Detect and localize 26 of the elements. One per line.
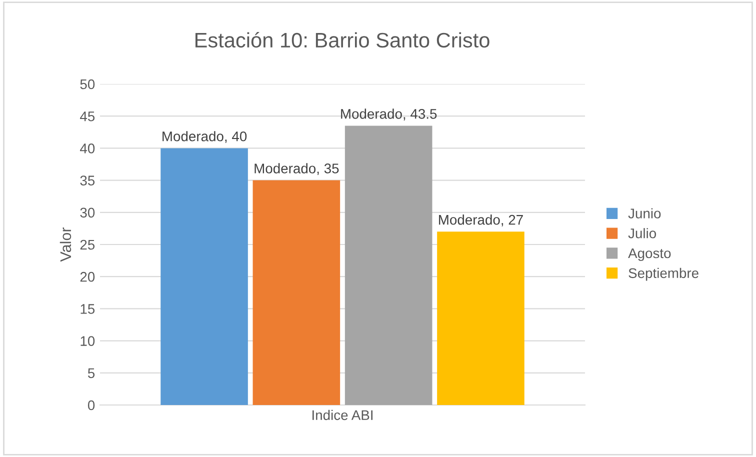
y-tick-label: 15 (80, 304, 95, 314)
data-label: Moderado, 35 (254, 163, 339, 176)
data-label: Moderado, 40 (162, 131, 247, 143)
y-tick-label: 35 (80, 176, 95, 186)
y-tick-label: 25 (80, 240, 95, 250)
legend-label: Septiembre (628, 268, 698, 281)
legend-label: Agosto (628, 248, 671, 261)
legend-label: Junio (628, 208, 661, 218)
bar (437, 232, 524, 405)
bar (252, 180, 340, 405)
y-tick-label: 20 (80, 272, 95, 282)
y-tick-label: 45 (80, 112, 95, 122)
x-tick-label: Indice ABI (312, 410, 372, 420)
y-tick-label: 30 (80, 208, 95, 218)
data-label: Moderado, 27 (439, 214, 523, 226)
data-label: Moderado, 43.5 (341, 108, 437, 120)
legend-label: Julio (628, 228, 656, 238)
y-tick-label: 40 (80, 144, 95, 154)
bar (344, 126, 432, 405)
y-tick-label: 0 (88, 400, 95, 410)
y-tick-label: 50 (80, 79, 95, 90)
y-axis-title: Valor (60, 227, 72, 262)
bar (160, 148, 248, 405)
y-tick-label: 10 (80, 336, 95, 346)
chart-title: Estación 10: Barrio Santo Cristo (196, 32, 490, 48)
y-tick-label: 5 (88, 368, 95, 378)
